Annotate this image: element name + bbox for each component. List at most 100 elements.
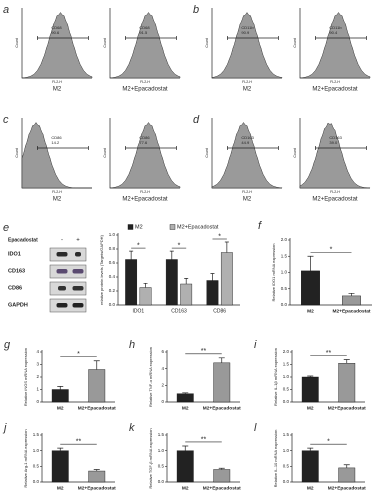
x-tick-label: CD163 <box>171 308 187 314</box>
gate <box>315 36 367 40</box>
y-label: Relative iNOS mRNA expression <box>23 348 28 406</box>
error-bar <box>307 447 314 451</box>
blot-row-label: CD86 <box>8 285 22 291</box>
significance: * <box>137 242 140 249</box>
significance: * <box>77 351 80 358</box>
y-tick-label: 0.5 <box>158 464 165 469</box>
x-tick-label: M2+Epacadostat <box>203 405 241 411</box>
blot-row-label: IDO1 <box>8 251 21 257</box>
x-tick-label: M2 <box>57 485 64 491</box>
error-bar <box>93 360 100 370</box>
blot-row-label: GAPDH <box>8 302 28 308</box>
y-tick-label: 2.0 <box>281 237 288 242</box>
bar <box>206 280 219 306</box>
y-label: Count <box>293 38 297 47</box>
bar <box>180 283 193 306</box>
panel-letter: f <box>258 220 262 232</box>
bar <box>301 450 319 483</box>
bar <box>139 287 152 306</box>
gate-percent: 90.4 <box>329 30 338 35</box>
y-tick-label: 0.0 <box>33 479 40 484</box>
bar <box>176 450 194 483</box>
x-tick-label: M2+Epacadostat <box>78 485 116 491</box>
y-label: Count <box>15 38 19 47</box>
blot-strip <box>49 247 87 262</box>
x-tick-label: M2+Epacadostat <box>328 405 366 411</box>
gate-marker: CD163 <box>329 135 342 140</box>
gate-percent: 91.5 <box>139 30 148 35</box>
gate-marker: CD68 <box>139 25 150 30</box>
legend-label: M2 <box>135 224 143 230</box>
plot-caption: M2 <box>53 87 62 93</box>
bar <box>88 369 106 403</box>
error-bar <box>184 278 189 284</box>
bar <box>213 362 231 403</box>
y-tick-label: 0.2 <box>109 288 116 293</box>
gate-marker: CD11b <box>329 25 342 30</box>
histogram <box>299 12 371 79</box>
y-tick-label: 1.5 <box>283 362 290 367</box>
y-tick-label: 0 <box>161 399 164 404</box>
error-bar <box>182 392 189 394</box>
y-tick-label: 2 <box>36 374 39 379</box>
gate <box>125 36 177 40</box>
histogram <box>211 12 283 79</box>
x-label: FL2-H <box>52 190 62 194</box>
y-label: Count <box>103 148 107 157</box>
y-tick-label: 0.8 <box>109 246 116 251</box>
gate-percent: 90.6 <box>51 30 60 35</box>
gate-marker: CD86 <box>139 135 150 140</box>
bar <box>125 259 138 306</box>
bar <box>342 295 361 306</box>
significance: ** <box>76 439 82 446</box>
y-label: Count <box>293 148 297 157</box>
y-tick-label: 1.0 <box>109 232 116 237</box>
y-tick-label: 0.5 <box>281 286 288 291</box>
panel-letter: k <box>129 422 135 434</box>
error-bar <box>343 464 350 468</box>
x-label: FL2-H <box>330 190 340 194</box>
legend-swatch <box>169 224 176 230</box>
y-tick-label: 0.0 <box>281 302 288 307</box>
error-bar <box>343 359 350 364</box>
significance: * <box>178 242 181 249</box>
error-bar <box>348 292 355 296</box>
y-tick-label: 1.5 <box>283 432 290 437</box>
gate <box>125 146 177 150</box>
y-label: Relative TGF-β mRNA expression <box>148 428 153 488</box>
blot-band <box>56 269 68 274</box>
error-bar <box>224 241 229 253</box>
histogram <box>109 12 181 79</box>
x-label: FL2-H <box>140 190 150 194</box>
blot-band <box>56 303 68 308</box>
significance: * <box>218 233 221 240</box>
y-tick-label: 0.5 <box>283 387 290 392</box>
bar <box>176 393 194 403</box>
panel-letter: i <box>254 339 257 351</box>
histogram <box>21 122 92 189</box>
panel-letter: c <box>3 114 9 126</box>
bar <box>301 376 319 403</box>
error-bar <box>129 250 134 260</box>
y-tick-label: 4 <box>161 366 164 371</box>
y-tick-label: 0.5 <box>283 464 290 469</box>
plot-caption: M2+Epacadostat <box>312 87 358 93</box>
blot-strip <box>49 281 87 296</box>
y-tick-label: 0.4 <box>109 274 116 279</box>
panel-letter: l <box>254 422 257 434</box>
y-label: Relative Arg-1 mRNA expression <box>23 429 28 487</box>
x-tick-label: CD86 <box>213 308 226 314</box>
blot-strip <box>49 298 87 313</box>
x-tick-label: M2 <box>307 485 314 491</box>
y-tick-label: 0.0 <box>283 479 290 484</box>
y-tick-label: 1.0 <box>33 448 40 453</box>
bar <box>301 270 320 306</box>
y-label: Count <box>205 148 209 157</box>
treatment-label: Epacadostat <box>8 237 38 243</box>
error-bar <box>57 447 64 451</box>
y-tick-label: 0.5 <box>33 464 40 469</box>
plot-caption: M2+Epacadostat <box>122 197 168 203</box>
error-bar <box>307 375 314 377</box>
gate-percent: 44.9 <box>241 140 250 145</box>
